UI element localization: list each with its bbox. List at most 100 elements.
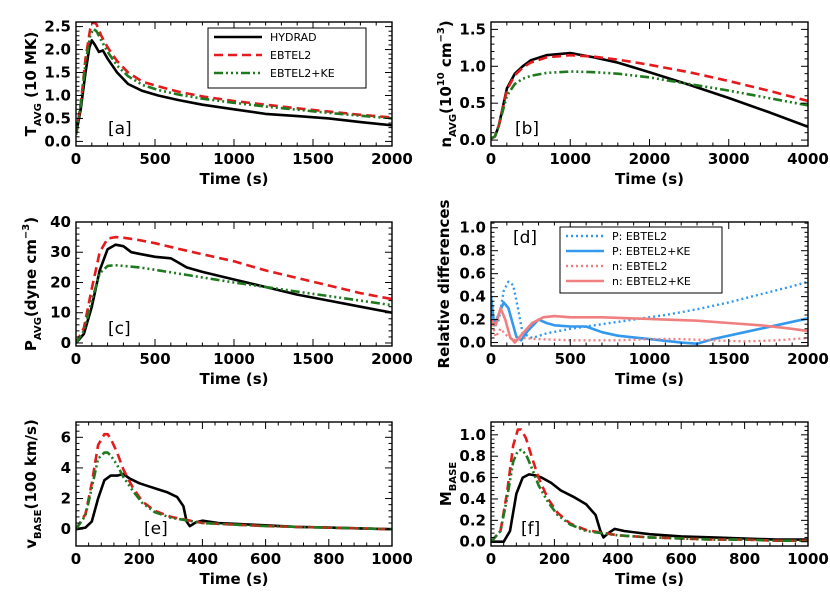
xtick-label: 0 [71, 550, 81, 568]
ytick-label: 1.0 [459, 426, 486, 444]
xtick-label: 0 [486, 550, 496, 568]
series-d-p-ebtel2-ke [491, 296, 808, 345]
ytick-label: 40 [50, 213, 71, 231]
x-axis-label: Time (s) [615, 370, 684, 388]
xtick-label: 2000 [787, 350, 829, 368]
ytick-label: 0.2 [459, 511, 486, 529]
ytick-label: 0.0 [459, 533, 486, 551]
series-f-ebtel2-ke [491, 448, 808, 543]
series-d-n-ebtel2-ke [491, 306, 808, 344]
xtick-label: 2000 [371, 150, 413, 168]
ytick-label: 0.0 [459, 334, 486, 352]
xtick-label: 4000 [787, 150, 829, 168]
series-a-ebtel2-ke [76, 27, 392, 135]
legend-entry: EBTEL2+KE [270, 67, 335, 80]
y-axis-label: MBASE [437, 462, 459, 507]
series-b-ebtel2-ke [491, 70, 808, 140]
xtick-label: 3000 [708, 150, 750, 168]
xtick-label: 400 [187, 550, 218, 568]
panel-f: 0 200 400 600 800 1000 0.0 0.2 0.4 0.6 0.8 1.0 Time … [437, 421, 829, 588]
ytick-label: 6 [61, 428, 71, 446]
xtick-label: 1000 [787, 550, 829, 568]
legend-entry: P: EBTEL2 [612, 230, 667, 243]
xtick-label: 800 [729, 550, 760, 568]
xtick-label: 1500 [292, 350, 334, 368]
xtick-label: 500 [555, 350, 586, 368]
ytick-label: 2.5 [44, 18, 71, 36]
panel-d: 0 500 1000 1500 2000 0.0 0.2 0.4 0.6 0.8 1.0 Time (… [435, 199, 829, 388]
xtick-label: 1000 [629, 350, 671, 368]
ytick-label: 1.5 [459, 20, 486, 38]
y-axis-label: Relative differences [435, 199, 453, 368]
ytick-label: 0.4 [459, 490, 486, 508]
ytick-label: 0.2 [459, 311, 486, 329]
xtick-label: 200 [124, 550, 155, 568]
xtick-label: 2000 [371, 350, 413, 368]
y-axis-label: vBASE(100 km/s) [22, 419, 44, 548]
legend-entry: n: EBTEL2+KE [612, 275, 691, 288]
xtick-label: 1000 [213, 150, 255, 168]
series-d-n-ebtel2 [491, 319, 808, 343]
series-e-ebtel2 [76, 432, 392, 531]
x-axis-label: Time (s) [199, 370, 268, 388]
xtick-label: 800 [313, 550, 344, 568]
ytick-label: 1.5 [44, 64, 71, 82]
series-c-ebtel2 [76, 235, 392, 344]
legend-entry: HYDRAD [270, 31, 317, 44]
ytick-label: 0.8 [459, 242, 486, 260]
legend-d: P: EBTEL2 P: EBTEL2+KE n: EBTEL2 n: EBTEL2+… [559, 226, 723, 294]
x-axis-label: Time (s) [199, 570, 268, 588]
series-f-hydrad [491, 473, 808, 543]
ytick-label: 0.0 [459, 131, 486, 149]
xtick-label: 200 [539, 550, 570, 568]
legend-a: HYDRAD EBTEL2 EBTEL2+KE [207, 27, 367, 89]
xtick-label: 600 [666, 550, 697, 568]
series-c-ebtel2-ke [76, 263, 392, 344]
ytick-label: 20 [50, 273, 71, 291]
xtick-label: 600 [250, 550, 281, 568]
panel-label: [a] [108, 119, 132, 139]
xtick-label: 500 [139, 150, 170, 168]
legend-entry: P: EBTEL2+KE [612, 245, 691, 258]
series-c-hydrad [76, 243, 392, 344]
xtick-label: 0 [486, 150, 496, 168]
ytick-label: 2.0 [44, 41, 71, 59]
axes-frame-e [75, 421, 393, 547]
x-axis-label: Time (s) [615, 170, 684, 188]
legend-entry: n: EBTEL2 [612, 260, 667, 273]
panel-label: [e] [144, 519, 168, 539]
panel-label: [b] [515, 119, 539, 139]
ytick-label: 1.0 [44, 86, 71, 104]
y-axis-label: TAVG (10 MK) [22, 32, 44, 137]
ytick-label: 0.4 [459, 288, 486, 306]
ytick-label: 0 [61, 334, 71, 352]
xtick-label: 500 [139, 350, 170, 368]
xtick-label: 1500 [292, 150, 334, 168]
xtick-label: 400 [602, 550, 633, 568]
ytick-label: 0.5 [44, 109, 71, 127]
x-axis-label: Time (s) [199, 170, 268, 188]
panel-e: 0 200 400 600 800 1000 0 2 4 6 Time (s) vBASE(100 k… [22, 419, 413, 588]
panel-label: [d] [513, 228, 537, 248]
xtick-label: 1000 [549, 150, 591, 168]
ytick-label: 0.0 [44, 132, 71, 150]
series-a-hydrad [76, 39, 392, 135]
series-a-ebtel2 [76, 22, 392, 135]
panel-a: 0 500 1000 1500 2000 0.0 0.5 1.0 1.5 2.0 2.5 Time (… [22, 18, 413, 188]
xtick-label: 1000 [213, 350, 255, 368]
ytick-label: 2 [61, 490, 71, 508]
x-axis-label: Time (s) [615, 570, 684, 588]
panel-c: 0 500 1000 1500 2000 0 10 20 30 40 Time (s) PAVG(dy… [21, 213, 413, 388]
y-axis-label: nAVG(1010 cm−3) [436, 20, 459, 147]
ytick-label: 0.6 [459, 265, 486, 283]
ytick-label: 0.6 [459, 469, 486, 487]
xtick-label: 0 [71, 350, 81, 368]
series-d-p-ebtel2 [491, 280, 808, 340]
series-e-hydrad [76, 472, 392, 531]
panel-label: [c] [108, 319, 131, 339]
ytick-label: 0 [61, 520, 71, 538]
ytick-label: 0.8 [459, 447, 486, 465]
axes-frame-f [490, 421, 809, 547]
panel-label: [f] [521, 519, 540, 539]
